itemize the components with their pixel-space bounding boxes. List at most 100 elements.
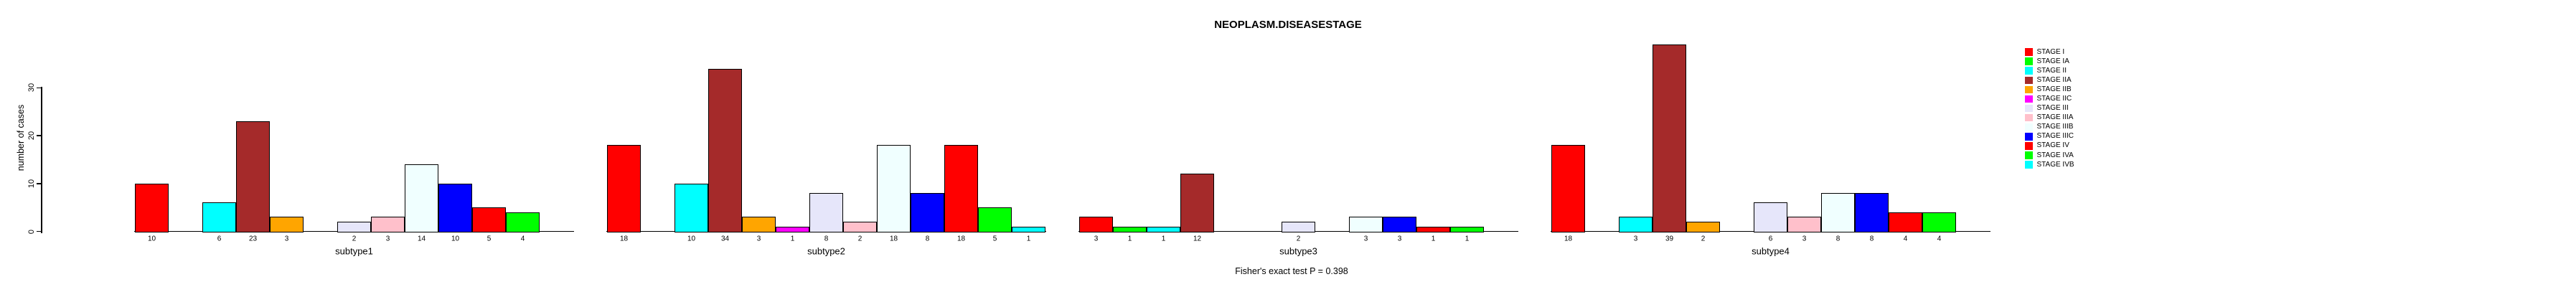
legend-swatch [2025,57,2033,65]
legend-swatch [2025,142,2033,150]
bar-value-label: 18 [619,235,629,243]
legend-item: STAGE II [2025,66,2074,75]
y-axis-tick-label: 20 [27,131,36,141]
bar [270,217,304,232]
bar-value-label: 4 [520,235,525,243]
bar [1653,44,1686,232]
chart-title: NEOPLASM.DISEASESTAGE [1214,19,1362,31]
y-axis-tick [37,135,41,136]
legend-swatch [2025,123,2033,131]
legend-label: STAGE II [2036,66,2067,75]
bar-value-label: 1 [1026,235,1031,243]
bar [1619,217,1653,232]
bar [776,226,809,232]
legend: STAGE I STAGE IA STAGE II STAGE IIA STAGE II… [2025,47,2074,169]
bar-value-label: 2 [1296,235,1301,243]
legend-item: STAGE IIIB [2025,123,2074,132]
legend-swatch [2025,113,2033,122]
bar [877,145,911,232]
bar-value-label: 18 [889,235,898,243]
legend-label: STAGE IIIC [2036,132,2074,141]
legend-label: STAGE IIA [2036,75,2072,84]
x-group-label: subtype1 [335,245,373,257]
legend-swatch [2025,76,2033,85]
bar-value-label: 10 [451,235,460,243]
legend-item: STAGE IA [2025,57,2074,66]
bar [371,217,405,232]
bar-value-label: 4 [1903,235,1908,243]
bar [472,207,506,232]
bar-value-label: 6 [217,235,222,243]
x-group-label: subtype4 [1752,245,1790,257]
bar-value-label: 3 [1633,235,1638,243]
bar-value-label: 8 [1835,235,1841,243]
legend-item: STAGE IV [2025,141,2074,151]
bar [809,193,843,232]
bar [1450,226,1484,232]
y-axis-tick-label: 30 [27,83,36,93]
bar-value-label: 8 [824,235,829,243]
y-axis-tick [37,87,41,89]
bar-value-label: 1 [1431,235,1436,243]
bar [1012,226,1045,232]
bar [1821,193,1855,232]
y-axis-line [41,87,42,233]
legend-label: STAGE IIC [2036,95,2072,103]
bar [674,183,708,232]
bar [1686,222,1720,232]
bar-value-label: 18 [1564,235,1573,243]
bar [1922,212,1956,232]
x-group-label: subtype2 [807,245,845,257]
bar [1349,217,1383,232]
bar [405,164,438,232]
bar-value-label: 1 [1465,235,1470,243]
legend-item: STAGE III [2025,104,2074,113]
bar-value-label: 3 [1363,235,1368,243]
bar [1147,226,1180,232]
bar-value-label: 2 [352,235,357,243]
bar [1855,193,1889,232]
bar [1079,217,1113,232]
y-axis-tick [37,183,41,184]
bar-value-label: 5 [486,235,492,243]
legend-swatch [2025,48,2033,56]
bar-value-label: 8 [925,235,930,243]
bar-value-label: 12 [1193,235,1202,243]
legend-swatch [2025,161,2033,169]
bar [944,145,978,232]
bar [1180,174,1214,232]
legend-item: STAGE IVA [2025,151,2074,160]
legend-label: STAGE IVA [2036,151,2074,159]
bar-value-label: 4 [1937,235,1942,243]
bar [978,207,1012,232]
legend-item: STAGE IIC [2025,94,2074,103]
bar-value-label: 2 [1701,235,1706,243]
bar-value-label: 14 [417,235,426,243]
bar-value-label: 3 [284,235,289,243]
legend-swatch [2025,95,2033,103]
x-group-label: subtype3 [1279,245,1317,257]
bar-value-label: 34 [720,235,730,243]
bar [1113,226,1147,232]
bar [438,183,472,232]
bar-value-label: 3 [385,235,390,243]
legend-label: STAGE IV [2036,141,2069,150]
legend-item: STAGE I [2025,47,2074,57]
bar-value-label: 10 [687,235,696,243]
bar-value-label: 23 [248,235,258,243]
bar [1754,202,1787,232]
legend-swatch [2025,151,2033,159]
legend-label: STAGE IIIA [2036,113,2074,122]
bar-value-label: 3 [1397,235,1402,243]
bar [135,183,169,232]
bar [337,222,371,232]
bar [202,202,236,232]
bar [708,68,742,232]
y-axis-tick [37,230,41,232]
legend-item: STAGE IIA [2025,75,2074,85]
bar-value-label: 1 [1127,235,1132,243]
bar-value-label: 10 [147,235,156,243]
bar [911,193,944,232]
y-axis-tick-label: 10 [27,179,36,188]
legend-label: STAGE IIIB [2036,123,2074,131]
